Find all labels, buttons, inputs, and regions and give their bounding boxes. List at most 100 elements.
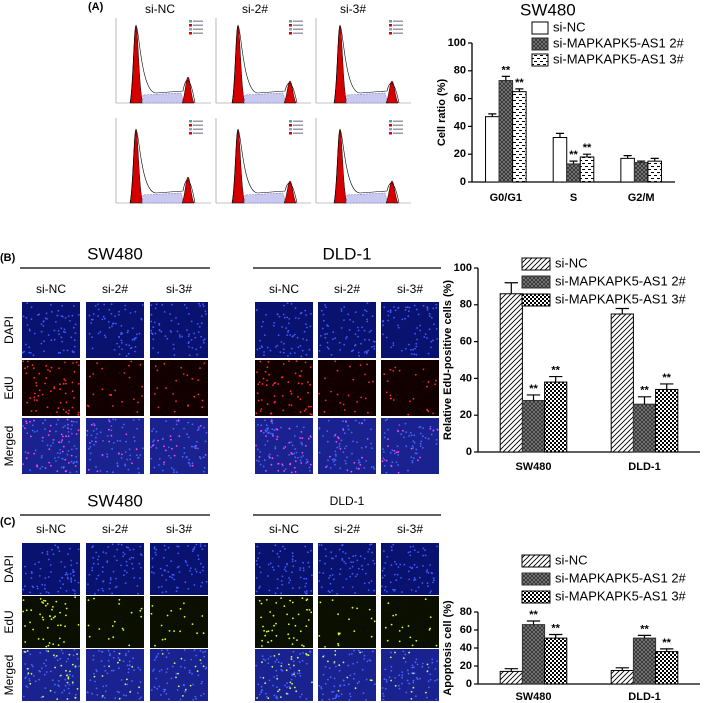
cell-dot (202, 651, 205, 654)
cell-dot (26, 650, 29, 652)
cell-dot (318, 635, 321, 637)
cell-dot (118, 598, 121, 601)
cell-dot (101, 367, 104, 370)
cell-dot (294, 317, 297, 319)
cell-dot (127, 650, 130, 653)
cell-dot (117, 667, 120, 670)
cell-dot (338, 573, 341, 575)
cell-dot (256, 371, 258, 374)
significance: ** (640, 623, 649, 635)
cell-dot (168, 630, 171, 632)
cell-dot (412, 348, 414, 351)
cell-dot (120, 457, 123, 459)
cell-dot (405, 306, 407, 309)
cell-dot (318, 544, 321, 546)
cell-dot (112, 418, 114, 420)
cell-dot (184, 581, 187, 584)
bar (647, 160, 662, 183)
cell-dot (116, 548, 119, 551)
cell-dot (157, 406, 160, 409)
cell-dot (290, 471, 293, 474)
error-bar (623, 154, 632, 159)
cell-dot (370, 329, 372, 332)
cell-dot (150, 320, 153, 323)
cell-dot (272, 569, 275, 571)
cell-dot (412, 679, 415, 682)
s-phase (345, 92, 389, 104)
cell-dot (126, 683, 129, 686)
cell-dot (278, 315, 281, 318)
y-tick-label: 80 (454, 65, 466, 77)
legend-text (193, 128, 203, 130)
micrograph (86, 360, 144, 416)
cell-dot (49, 444, 52, 447)
cell-dot (116, 462, 119, 465)
cell-dot (428, 313, 431, 315)
legend-swatch (521, 554, 551, 568)
cell-dot (91, 567, 94, 569)
error-bar (615, 307, 629, 314)
cell-dot (155, 656, 158, 659)
cell-dot (327, 459, 329, 462)
cell-dot (164, 569, 167, 572)
cell-dot (356, 559, 359, 562)
cell-dot (27, 667, 29, 670)
cell-dot (52, 442, 54, 444)
legend-text (393, 28, 403, 30)
cell-dot (56, 314, 59, 317)
cell-dot (66, 573, 69, 576)
cell-dot (185, 456, 188, 459)
cell-dot (429, 425, 432, 428)
cell-dot (72, 462, 75, 465)
cell-dot (182, 695, 184, 697)
cell-dot (43, 673, 46, 676)
cell-dot (259, 676, 262, 679)
cell-dot (25, 316, 28, 319)
cell-dot (118, 345, 121, 348)
legend-swatch (389, 24, 392, 27)
cell-dot (410, 456, 413, 459)
cell-dot (60, 649, 63, 652)
cell-dot (165, 579, 168, 581)
cell-dot (151, 605, 154, 607)
cell-dot (305, 652, 307, 655)
micrograph (150, 543, 208, 595)
cell-dot (294, 624, 297, 627)
cell-dot (328, 667, 331, 669)
cell-dot (436, 545, 438, 548)
cell-dot (373, 620, 376, 623)
cell-dot (158, 458, 161, 460)
legend-text (393, 24, 403, 26)
cell-dot (42, 618, 45, 621)
cell-dot (97, 315, 99, 317)
cell-dot (408, 343, 410, 346)
cell-dot (201, 406, 204, 408)
cell-dot (331, 589, 334, 592)
cell-dot (290, 303, 293, 305)
cell-dot (154, 307, 157, 310)
cell-dot (324, 336, 327, 339)
legend-label: si-MAPKAPK5-AS1 2# (555, 273, 687, 288)
cell-dot (204, 310, 207, 313)
cell-dot (89, 458, 91, 461)
significance: ** (551, 622, 560, 634)
cell-dot (324, 377, 326, 380)
cell-dot (42, 422, 44, 425)
cell-dot (29, 682, 32, 685)
cell-dot (309, 463, 312, 466)
cell-dot (43, 340, 45, 343)
cell-dot (292, 637, 295, 639)
cell-dot (422, 368, 425, 371)
cell-dot (302, 567, 305, 569)
cell-dot (188, 313, 190, 315)
cell-dot (276, 578, 279, 580)
cell-dot (26, 432, 29, 434)
cell-dot (388, 676, 391, 678)
cell-dot (294, 675, 297, 678)
cell-dot (408, 651, 410, 654)
cell-dot (59, 587, 62, 589)
cell-dot (413, 549, 416, 551)
cell-dot (186, 433, 188, 436)
cell-dot (141, 447, 144, 450)
cell-dot (156, 655, 158, 657)
